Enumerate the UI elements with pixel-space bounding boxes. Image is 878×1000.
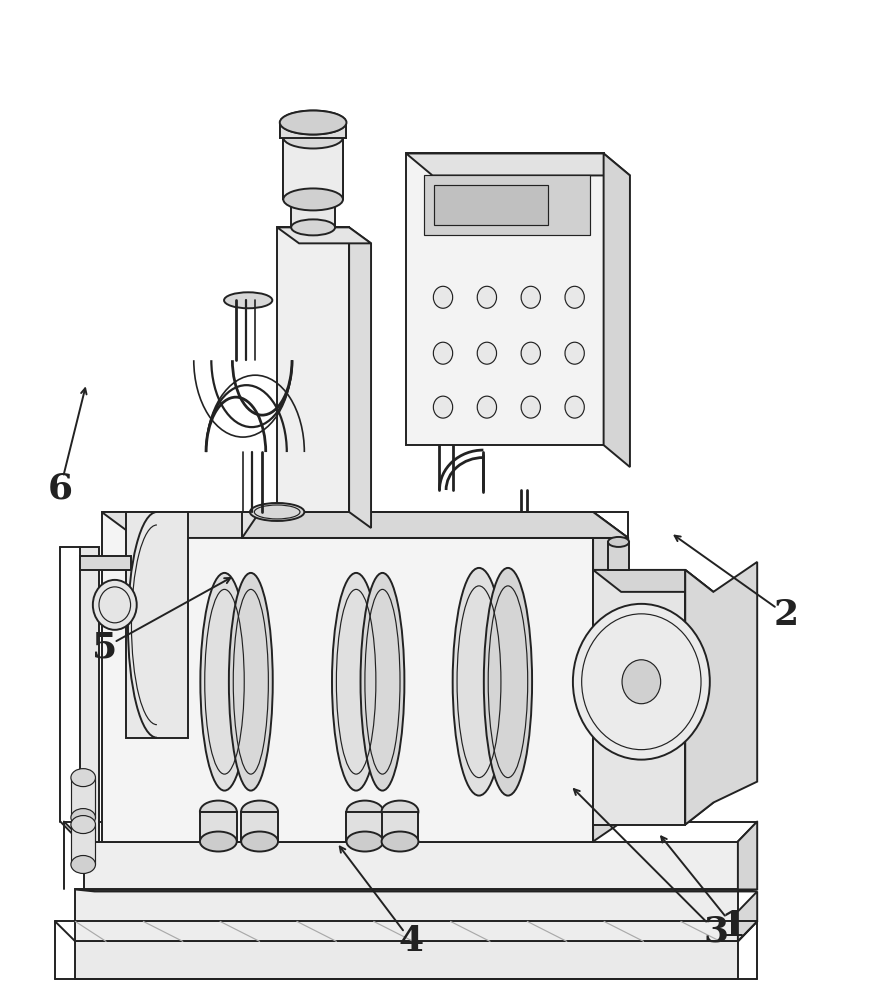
Polygon shape (406, 153, 630, 175)
Circle shape (477, 286, 496, 308)
Ellipse shape (381, 832, 418, 852)
Bar (80, 556, 131, 570)
Polygon shape (102, 512, 628, 538)
Ellipse shape (346, 832, 383, 852)
Polygon shape (685, 562, 756, 825)
Bar (593, 570, 685, 825)
Ellipse shape (360, 573, 404, 791)
Bar (279, 123, 346, 138)
Ellipse shape (280, 111, 346, 135)
Ellipse shape (291, 191, 335, 207)
Ellipse shape (346, 801, 383, 823)
Ellipse shape (279, 111, 346, 135)
Circle shape (565, 396, 584, 418)
Circle shape (433, 342, 452, 364)
Polygon shape (76, 889, 756, 891)
Ellipse shape (224, 292, 272, 308)
Circle shape (622, 660, 660, 704)
Bar (241, 512, 628, 538)
Ellipse shape (283, 127, 342, 148)
Circle shape (572, 604, 709, 760)
Polygon shape (593, 570, 713, 592)
Polygon shape (349, 227, 371, 528)
Bar (608, 542, 629, 570)
Bar (291, 199, 335, 227)
Bar (84, 842, 737, 889)
Ellipse shape (241, 801, 277, 823)
Text: 1: 1 (720, 909, 745, 943)
Circle shape (521, 286, 540, 308)
Bar (241, 812, 277, 842)
Bar (199, 812, 236, 842)
Polygon shape (277, 227, 371, 243)
Ellipse shape (241, 832, 277, 852)
Ellipse shape (200, 573, 248, 791)
Ellipse shape (608, 537, 629, 547)
Circle shape (433, 396, 452, 418)
Bar (423, 175, 590, 235)
Bar (102, 512, 593, 842)
Polygon shape (126, 512, 187, 738)
Bar (346, 812, 383, 842)
Ellipse shape (71, 769, 96, 787)
Ellipse shape (381, 801, 418, 823)
Text: 2: 2 (773, 598, 798, 632)
Circle shape (433, 286, 452, 308)
Ellipse shape (71, 856, 96, 873)
Polygon shape (241, 512, 628, 538)
Circle shape (565, 286, 584, 308)
Ellipse shape (452, 568, 505, 796)
Ellipse shape (199, 832, 236, 852)
Text: 3: 3 (702, 914, 728, 948)
Circle shape (93, 580, 137, 630)
Circle shape (477, 396, 496, 418)
Ellipse shape (483, 568, 531, 796)
Ellipse shape (199, 801, 236, 823)
Polygon shape (737, 891, 756, 941)
Bar (76, 941, 737, 979)
Polygon shape (603, 153, 630, 467)
Text: 4: 4 (399, 924, 423, 958)
Bar (76, 889, 737, 941)
Circle shape (521, 342, 540, 364)
Polygon shape (685, 570, 713, 825)
Bar (283, 138, 342, 199)
Ellipse shape (71, 809, 96, 827)
Bar (71, 778, 96, 818)
Circle shape (477, 342, 496, 364)
Bar (434, 185, 548, 225)
Ellipse shape (228, 573, 272, 791)
Circle shape (565, 342, 584, 364)
Ellipse shape (249, 503, 304, 521)
Ellipse shape (283, 188, 342, 210)
Bar (71, 825, 96, 864)
Polygon shape (593, 512, 628, 842)
Text: 5: 5 (91, 631, 117, 665)
Bar (277, 227, 349, 512)
Circle shape (521, 396, 540, 418)
Text: 6: 6 (47, 471, 73, 505)
Bar (406, 153, 603, 445)
Bar (381, 812, 418, 842)
Bar (80, 547, 99, 842)
Ellipse shape (332, 573, 380, 791)
Ellipse shape (71, 816, 96, 834)
Polygon shape (737, 822, 756, 889)
Ellipse shape (291, 219, 335, 235)
